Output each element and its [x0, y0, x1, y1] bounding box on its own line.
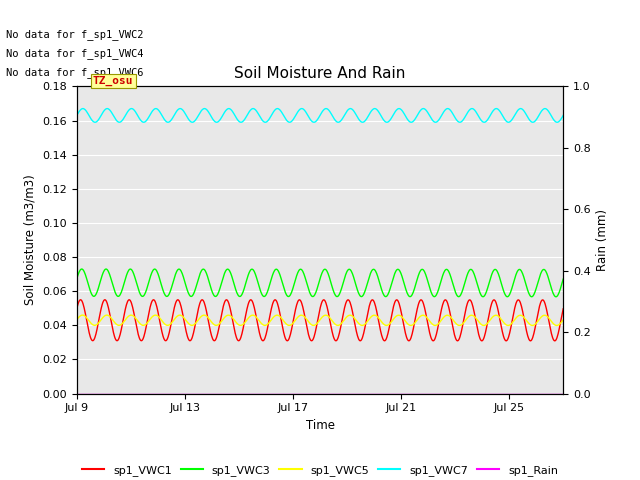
Text: No data for f_sp1_VWC6: No data for f_sp1_VWC6	[6, 67, 144, 78]
Text: No data for f_sp1_VWC4: No data for f_sp1_VWC4	[6, 48, 144, 59]
Y-axis label: Rain (mm): Rain (mm)	[596, 209, 609, 271]
Text: TZ_osu: TZ_osu	[93, 76, 133, 86]
Legend: sp1_VWC1, sp1_VWC3, sp1_VWC5, sp1_VWC7, sp1_Rain: sp1_VWC1, sp1_VWC3, sp1_VWC5, sp1_VWC7, …	[77, 460, 563, 480]
Y-axis label: Soil Moisture (m3/m3): Soil Moisture (m3/m3)	[24, 175, 36, 305]
Title: Soil Moisture And Rain: Soil Moisture And Rain	[234, 66, 406, 81]
Text: No data for f_sp1_VWC2: No data for f_sp1_VWC2	[6, 29, 144, 40]
X-axis label: Time: Time	[305, 419, 335, 432]
